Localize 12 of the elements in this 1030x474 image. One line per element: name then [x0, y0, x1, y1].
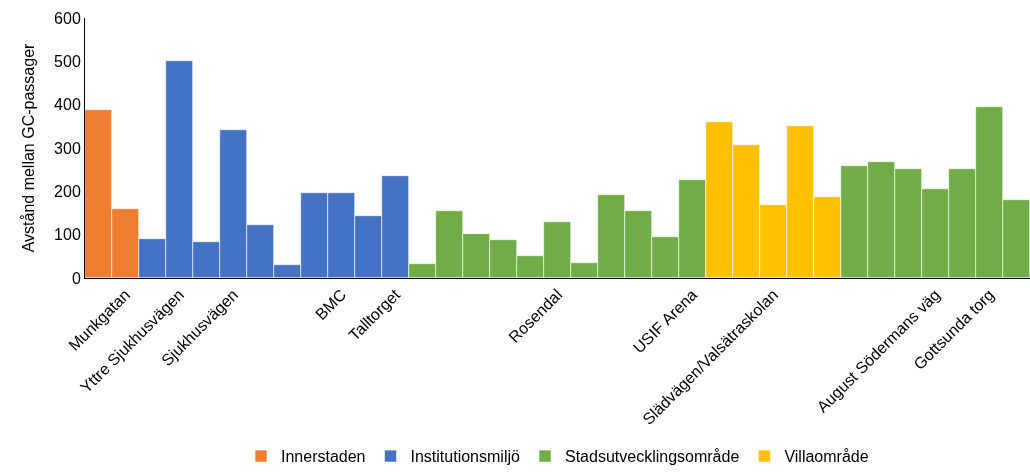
- legend-label: Institutionsmiljö: [410, 448, 520, 466]
- legend-label: Innerstaden: [281, 448, 366, 466]
- y-tick-label: 600: [54, 9, 81, 27]
- y-tick-label: 300: [54, 139, 81, 157]
- y-tick-label: 500: [54, 52, 81, 70]
- legend-label: Villaområde: [784, 448, 869, 466]
- y-tick-label: 100: [54, 226, 81, 244]
- y-tick-label: 0: [71, 269, 81, 287]
- y-tick-label: 400: [54, 96, 81, 114]
- legend-label: Stadsutvecklingsområde: [564, 448, 740, 466]
- y-axis-title: Avstånd mellan GC-passager: [20, 42, 37, 253]
- y-tick-label: 200: [54, 182, 81, 200]
